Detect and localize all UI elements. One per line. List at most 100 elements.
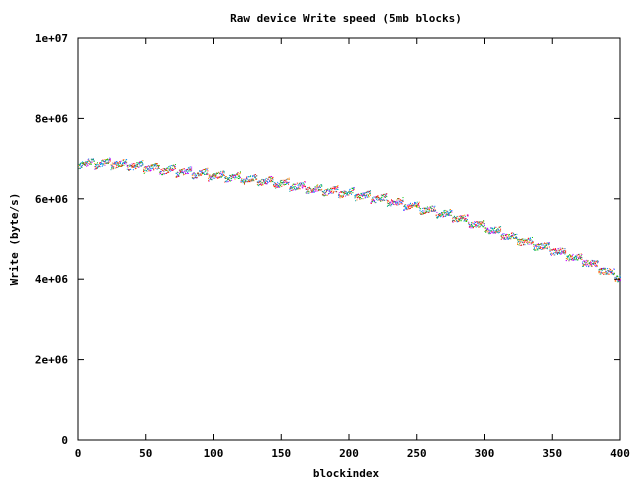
data-point	[292, 189, 294, 191]
data-point	[456, 220, 458, 222]
data-point	[514, 237, 516, 239]
data-point	[119, 160, 121, 162]
data-point	[512, 232, 514, 234]
data-point	[263, 181, 265, 183]
data-point	[579, 255, 581, 257]
data-point	[438, 214, 440, 216]
data-point	[311, 190, 313, 192]
data-point	[526, 239, 528, 241]
data-point	[559, 249, 561, 251]
data-point	[90, 161, 92, 163]
data-point	[325, 191, 327, 193]
data-point	[575, 257, 577, 259]
data-point	[388, 205, 390, 207]
data-point	[103, 160, 105, 162]
data-point	[555, 250, 557, 252]
data-point	[384, 197, 386, 199]
data-point	[295, 188, 297, 190]
data-point	[151, 164, 153, 166]
data-point	[210, 176, 212, 178]
data-point	[549, 251, 551, 253]
data-point	[294, 188, 296, 190]
data-point	[446, 211, 448, 213]
data-point	[234, 178, 236, 180]
data-point	[220, 173, 222, 175]
data-point	[570, 259, 572, 261]
data-point	[386, 202, 388, 204]
data-point	[546, 244, 548, 245]
data-point	[597, 260, 599, 262]
data-point	[300, 183, 302, 185]
data-point	[197, 172, 199, 174]
data-point	[243, 183, 245, 185]
data-point	[264, 182, 266, 184]
data-point	[336, 186, 338, 188]
data-point	[414, 201, 416, 203]
data-point	[348, 194, 350, 196]
data-point	[488, 233, 490, 235]
data-point	[407, 208, 409, 210]
data-point	[254, 177, 256, 179]
data-point	[407, 206, 409, 208]
data-point	[508, 237, 510, 239]
data-point	[169, 168, 171, 170]
data-point	[230, 175, 232, 177]
data-point	[99, 164, 101, 166]
data-point	[349, 191, 350, 193]
data-point	[459, 217, 461, 219]
y-tick-label: 1e+07	[35, 32, 68, 45]
data-point	[150, 170, 152, 172]
data-point	[281, 185, 283, 187]
data-point	[601, 271, 603, 273]
data-point	[282, 179, 284, 181]
data-point	[140, 161, 142, 163]
data-point	[386, 200, 388, 202]
data-point	[589, 263, 591, 265]
data-point	[116, 161, 118, 163]
data-point	[456, 216, 458, 218]
data-point	[359, 197, 361, 199]
data-point	[590, 264, 592, 266]
data-point	[206, 168, 208, 170]
data-point	[213, 174, 215, 176]
data-point	[294, 184, 296, 186]
data-point	[209, 178, 211, 180]
data-point	[422, 211, 424, 213]
data-point	[185, 173, 187, 175]
data-point	[405, 207, 407, 209]
data-point	[431, 210, 433, 212]
data-point	[507, 237, 509, 239]
data-point	[531, 236, 533, 238]
data-point	[93, 160, 95, 162]
data-point	[302, 186, 304, 188]
data-point	[287, 182, 289, 184]
data-point	[411, 204, 413, 206]
data-point	[267, 178, 269, 180]
data-point	[336, 186, 338, 188]
data-point	[86, 165, 88, 167]
data-point	[339, 196, 341, 198]
data-point	[341, 191, 343, 192]
data-point	[249, 181, 251, 183]
data-point	[321, 194, 323, 196]
data-point	[349, 193, 350, 195]
data-point	[507, 238, 509, 240]
data-point	[342, 195, 344, 197]
data-point	[148, 169, 150, 171]
data-point	[502, 233, 504, 235]
data-point	[368, 196, 370, 198]
data-point	[283, 184, 285, 186]
data-point	[338, 193, 340, 195]
data-point	[231, 176, 233, 178]
data-point	[410, 205, 412, 207]
data-point	[330, 187, 332, 189]
x-tick-label: 150	[271, 447, 291, 460]
data-point	[109, 158, 111, 160]
data-point	[470, 222, 472, 224]
data-point	[540, 248, 542, 250]
data-point	[594, 265, 596, 267]
data-point	[416, 201, 418, 203]
data-point	[179, 169, 181, 171]
data-point	[179, 171, 181, 173]
data-point	[552, 253, 554, 255]
